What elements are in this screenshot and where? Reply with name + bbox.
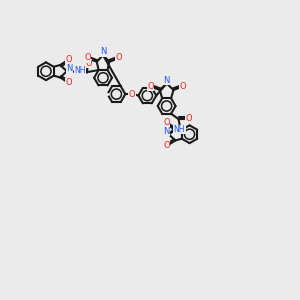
Text: O: O bbox=[163, 141, 170, 150]
Text: N: N bbox=[100, 47, 106, 56]
Text: O: O bbox=[179, 82, 186, 91]
Text: O: O bbox=[147, 82, 154, 91]
Text: O: O bbox=[85, 59, 92, 68]
Text: O: O bbox=[65, 78, 72, 87]
Text: NH: NH bbox=[174, 125, 185, 134]
Text: O: O bbox=[84, 53, 91, 62]
Text: O: O bbox=[98, 90, 104, 99]
Text: O: O bbox=[115, 53, 122, 62]
Text: N: N bbox=[164, 76, 170, 85]
Text: NH: NH bbox=[74, 66, 85, 75]
Bar bbox=[97, 90, 105, 99]
Text: O: O bbox=[129, 90, 135, 99]
Text: N: N bbox=[66, 64, 72, 73]
Text: N: N bbox=[163, 127, 170, 136]
Text: O: O bbox=[163, 118, 170, 127]
Text: O: O bbox=[185, 114, 192, 123]
Text: O: O bbox=[65, 56, 72, 64]
